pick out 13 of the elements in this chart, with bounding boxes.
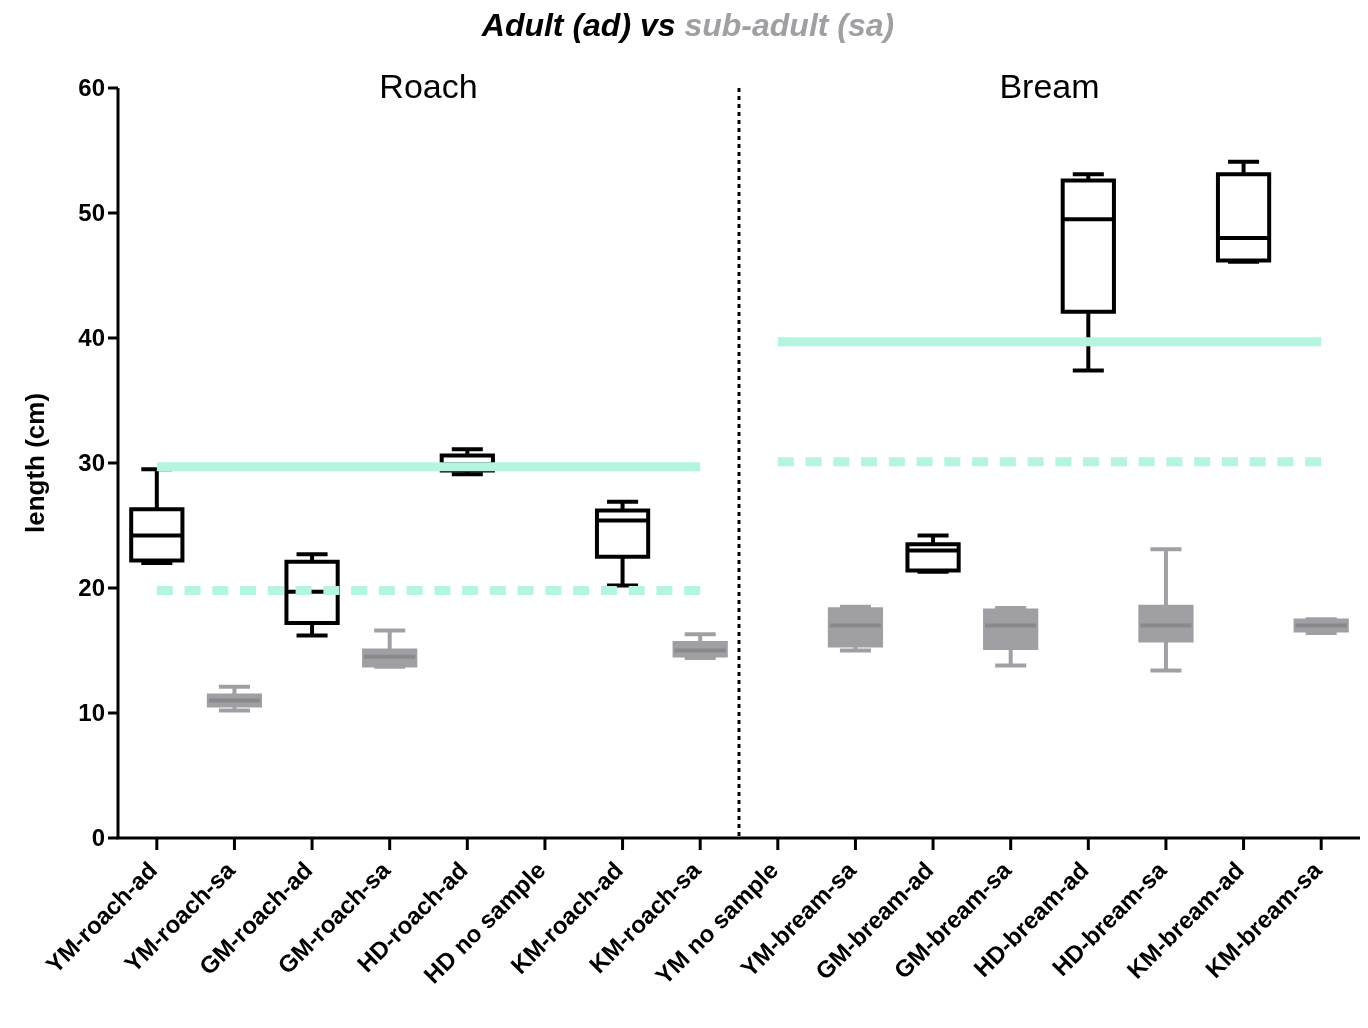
y-tick-label: 0 [91,824,105,852]
y-tick-label: 40 [78,324,105,352]
y-tick-label: 60 [78,74,105,102]
text: Adult (ad) [480,7,632,43]
y-tick-label: 10 [78,699,105,727]
y-tick-label: 50 [78,199,105,227]
annotation: Bream [999,67,1100,105]
annotation: Roach [379,67,478,105]
text: vs [631,7,685,43]
y-tick-label: 20 [78,574,105,602]
y-tick-label: 30 [78,449,105,477]
y-axis-title: length (cm) [20,392,50,534]
text: sub-adult (sa) [684,7,895,43]
